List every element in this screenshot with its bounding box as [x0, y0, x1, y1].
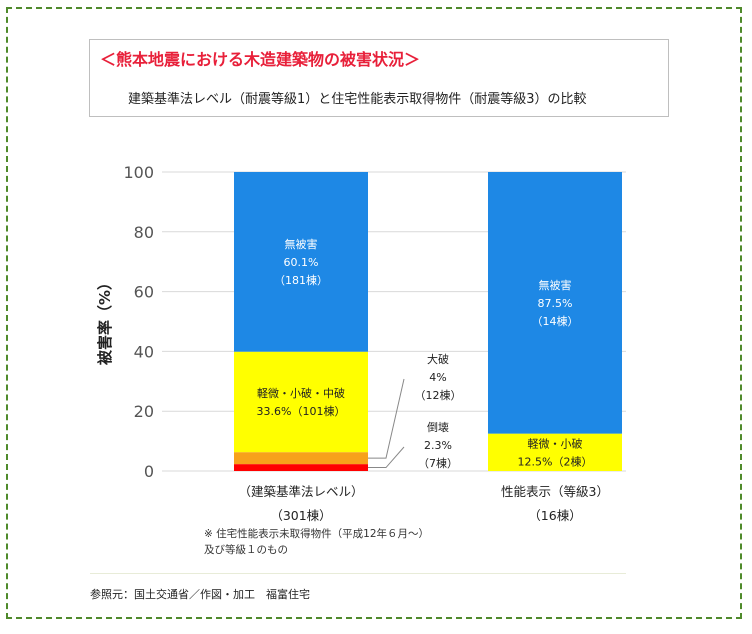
callout-label: （12棟） — [415, 388, 462, 402]
bar-segment — [234, 452, 368, 465]
callout-label: （7棟） — [418, 456, 458, 470]
chart-title: ＜熊本地震における木造建築物の被害状況＞ — [100, 50, 421, 69]
y-tick-label: 100 — [123, 163, 154, 182]
footnote: ※ 住宅性能表示未取得物件（平成12年６月～）及び等級１のもの — [204, 528, 429, 556]
bar-value-label: 無被害 — [285, 237, 318, 251]
y-tick-label: 0 — [144, 462, 154, 481]
source-credit: 参照元：国土交通省／作図・加工 福富住宅 — [90, 588, 310, 601]
x-category-count: （16棟） — [528, 508, 581, 523]
bar-value-label: 33.6%（101棟） — [257, 404, 346, 418]
callout-label: 2.3% — [424, 439, 452, 452]
callout-label: 4% — [429, 371, 446, 384]
y-axis-label: 被害率（%） — [96, 275, 114, 365]
bar-value-label: 60.1% — [284, 256, 319, 269]
bar-segment — [234, 464, 368, 471]
bar-value-label: 12.5%（2棟） — [518, 454, 593, 468]
callout-label: 倒壊 — [427, 421, 449, 434]
bar-value-label: （181棟） — [274, 273, 328, 287]
x-category-label: 性能表示（等級3） — [501, 484, 609, 499]
bar-segment — [234, 172, 368, 352]
bar-value-label: 87.5% — [538, 297, 573, 310]
bar-value-label: 無被害 — [539, 278, 572, 292]
bar-segment — [488, 172, 622, 434]
bar-value-label: 軽微・小破・中破 — [257, 386, 345, 400]
y-tick-label: 60 — [134, 283, 154, 302]
bar-segment — [234, 351, 368, 453]
y-tick-label: 80 — [134, 223, 154, 242]
title-box: ＜熊本地震における木造建築物の被害状況＞ 建築基準法レベル（耐震等級1）と住宅性… — [89, 39, 669, 117]
dashed-frame — [6, 7, 742, 619]
callout-leader-line — [368, 378, 405, 459]
callout-label: 大破 — [427, 352, 449, 366]
callout-leader-line — [368, 446, 405, 469]
y-tick-label: 40 — [134, 342, 154, 361]
bar-value-label: 軽微・小破 — [528, 436, 583, 450]
x-category-count: （301棟） — [270, 508, 331, 523]
bar-value-label: （14棟） — [532, 314, 579, 328]
footer-divider — [90, 573, 626, 574]
chart-subtitle: 建築基準法レベル（耐震等級1）と住宅性能表示取得物件（耐震等級3）の比較 — [128, 92, 587, 107]
bar-segment — [488, 433, 622, 471]
y-tick-label: 20 — [134, 402, 154, 421]
x-category-label: （建築基準法レベル） — [238, 484, 363, 499]
